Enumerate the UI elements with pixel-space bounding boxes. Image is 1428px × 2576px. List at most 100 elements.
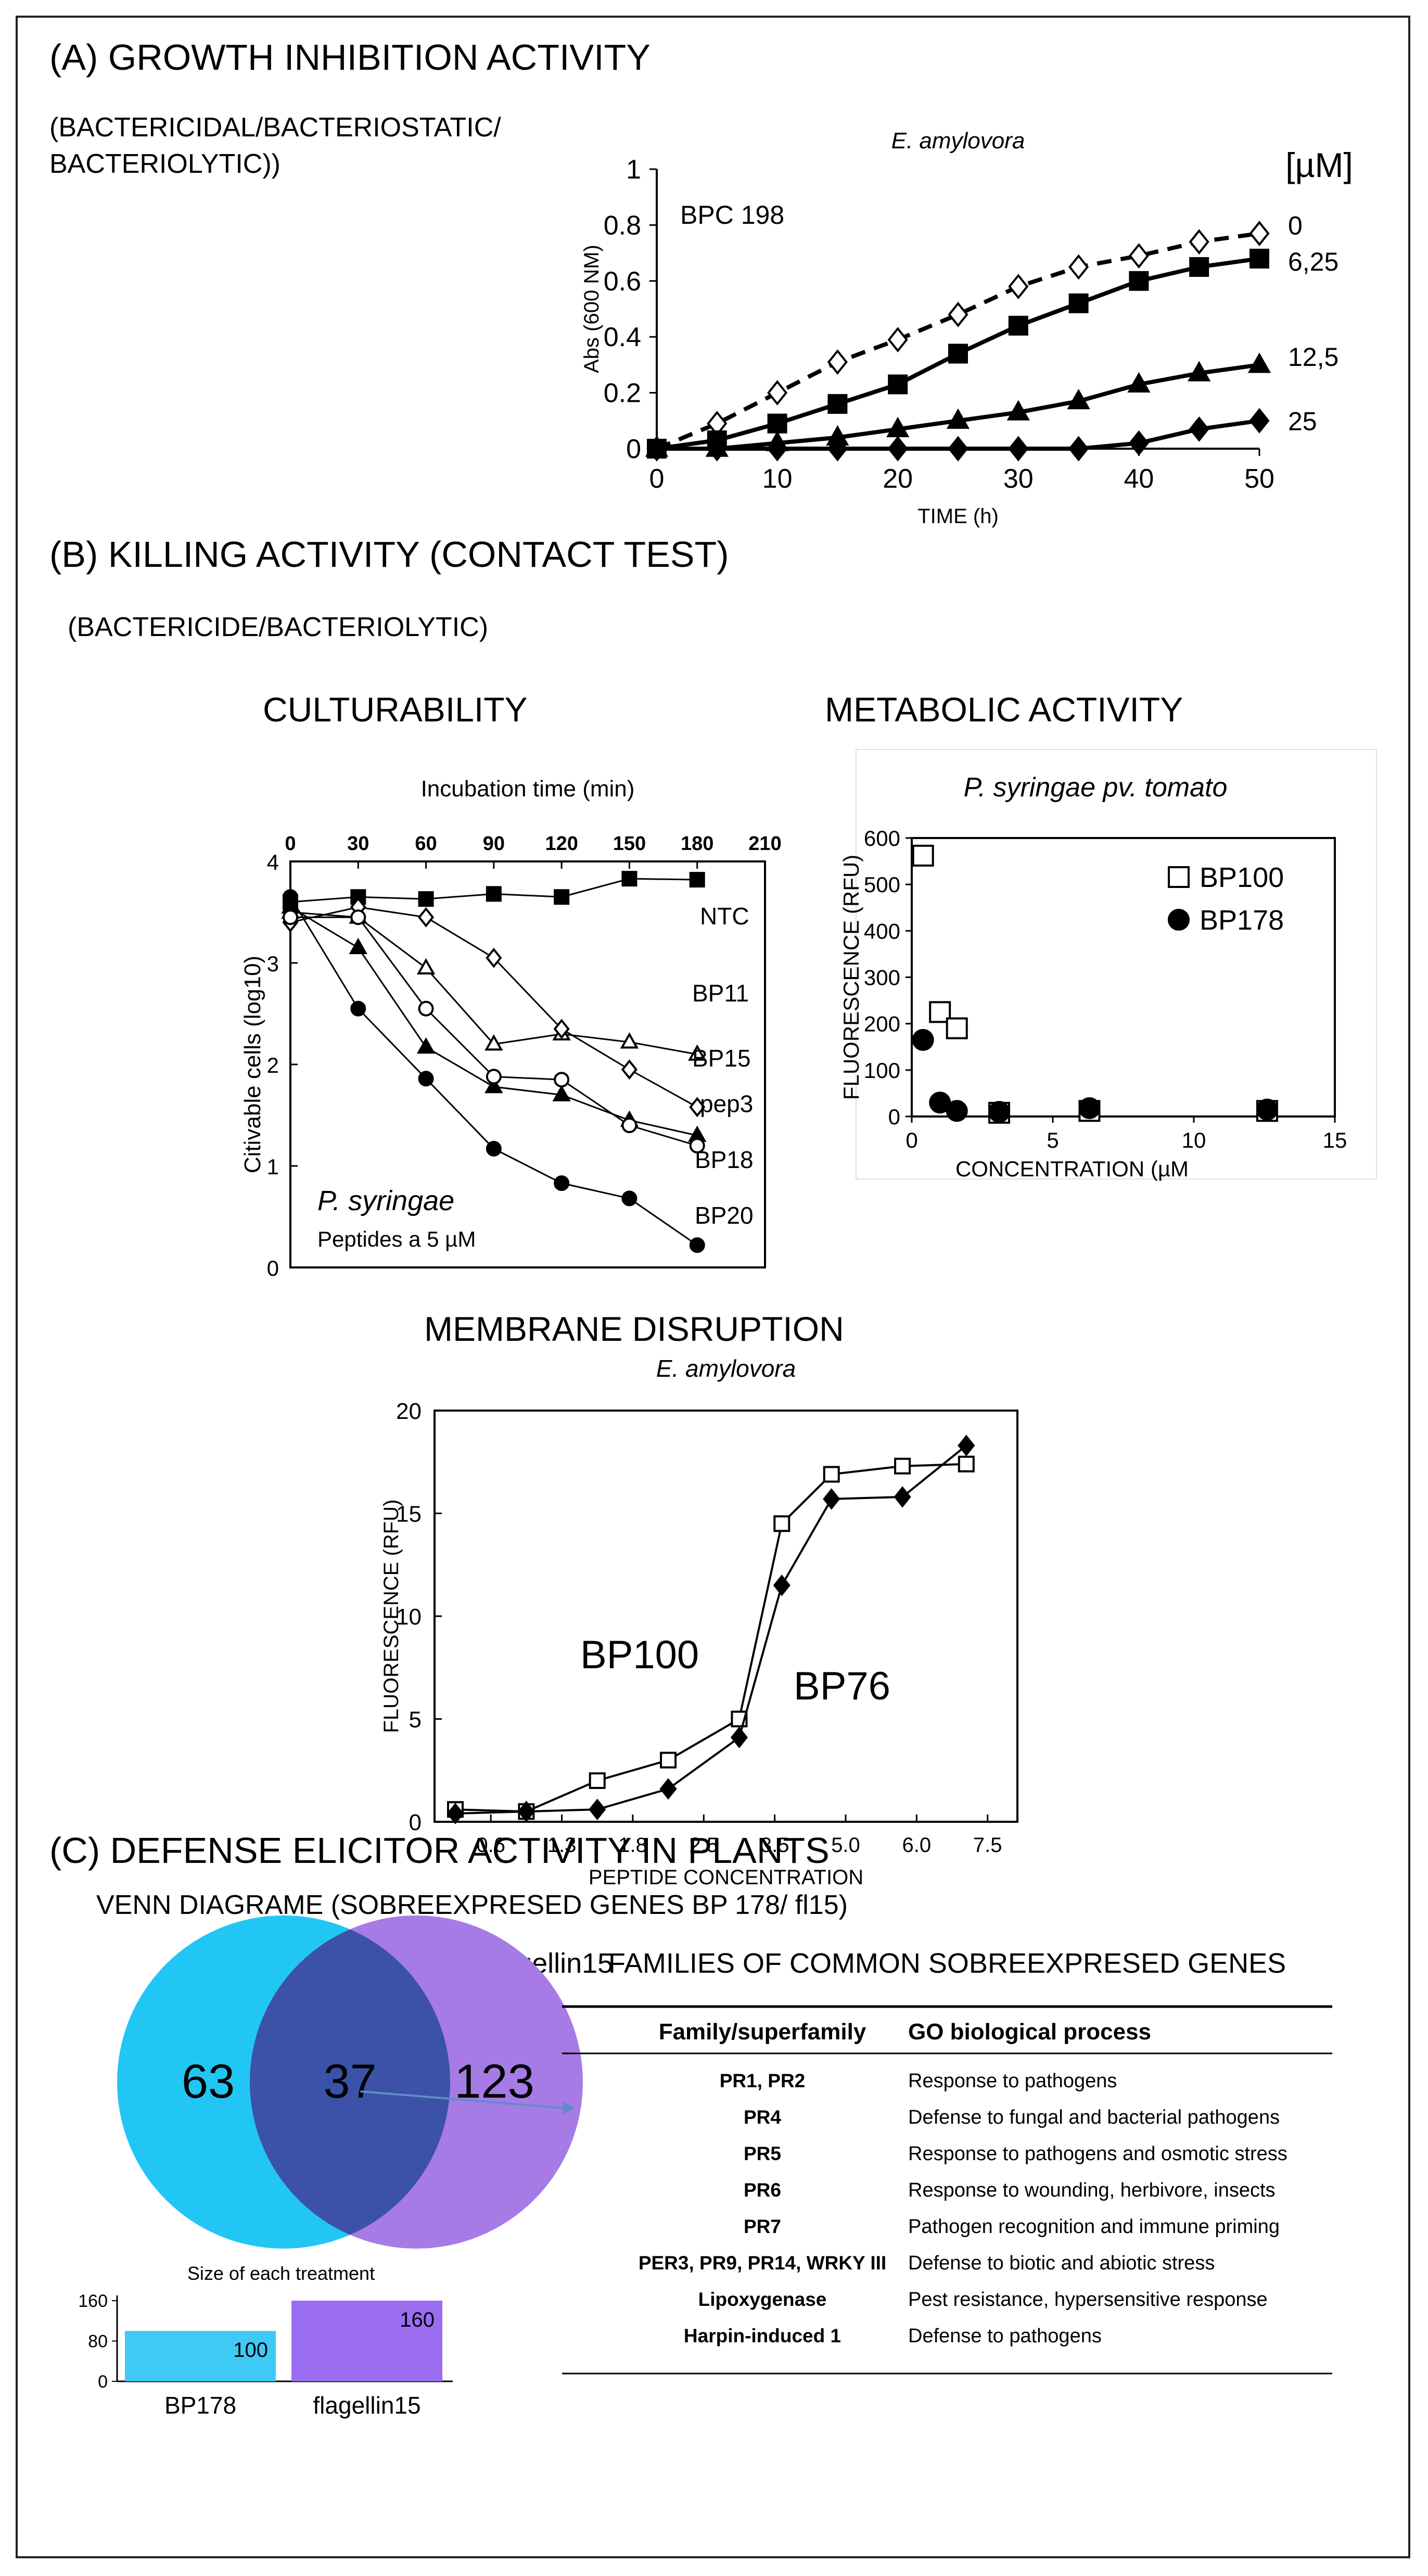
membrane-x-tick-label: 0.6 [476, 1834, 505, 1857]
metabolic-point [912, 1029, 934, 1051]
membrane-x-tick-label: 1.8 [618, 1834, 647, 1857]
growth-point [1249, 408, 1270, 434]
culturability-x-tick-label: 120 [545, 833, 578, 855]
membrane-point [773, 1515, 790, 1532]
venn-overlap-region [250, 1929, 450, 2235]
growth-point [767, 436, 788, 462]
metabolic-y-tick-label: 600 [864, 826, 900, 851]
growth-series-label: 25 [1288, 407, 1317, 436]
metabolic-legend-label: BP178 [1200, 905, 1284, 936]
growth-y-tick-label: 0.6 [604, 267, 641, 297]
metabolic-y-axis-label: FLUORESCENCE (RFU) [839, 855, 863, 1100]
culturability-point [484, 1076, 503, 1094]
culturability-y-tick-label: 4 [267, 850, 279, 874]
culturability-point [418, 1071, 434, 1087]
growth-x-tick-label: 50 [1244, 464, 1274, 494]
membrane-point [589, 1798, 606, 1821]
culturability-point [553, 1019, 570, 1039]
metabolic-y-tick-label: 200 [864, 1012, 900, 1036]
growth-point [1249, 221, 1270, 246]
growth-y-axis-label: Abs (600 NM) [580, 245, 603, 373]
table-cell-process: Pest resistance, hypersensitive response [908, 2289, 1268, 2311]
culturability-series-label: pep3 [700, 1090, 753, 1118]
table-cell-process: Defense to pathogens [908, 2325, 1102, 2347]
culturability-series-line [290, 906, 698, 1136]
metabolic-x-tick-label: 5 [1047, 1128, 1059, 1152]
table-cell-family: PR6 [744, 2179, 781, 2201]
section-a-subtitle-line1: (BACTERICIDAL/BACTERIOSTATIC/ [49, 112, 501, 143]
membrane-x-tick-label: 2.5 [689, 1834, 718, 1857]
membrane-title: E. amylovora [656, 1355, 796, 1382]
growth-point [827, 436, 848, 462]
table-cell-process: Pathogen recognition and immune priming [908, 2216, 1280, 2238]
culturability-point [418, 1000, 434, 1017]
metabolic-point [912, 844, 934, 867]
table-cell-family: PR7 [744, 2216, 781, 2237]
culturability-x-tick-label: 150 [613, 833, 646, 855]
bar-y-tick-label: 160 [78, 2291, 108, 2311]
bar-title: Size of each treatment [187, 2263, 375, 2284]
metabolic-point [988, 1101, 1011, 1123]
growth-x-tick-label: 40 [1124, 464, 1154, 494]
culturability-point [687, 1044, 707, 1061]
culturability-x-tick-label: 60 [415, 833, 437, 855]
growth-point [1250, 248, 1269, 269]
growth-y-tick-label: 0.8 [604, 210, 641, 240]
growth-annotation: BPC 198 [680, 200, 784, 230]
culturability-y-axis-label: Citivable cells (log10) [240, 956, 265, 1173]
venn-connector-arrow [563, 2102, 575, 2114]
culturability-point [283, 889, 298, 905]
bar-mark [291, 2301, 442, 2381]
growth-point [1008, 274, 1029, 299]
membrane-y-axis-label: FLUORESCENCE (RFU) [380, 1500, 403, 1733]
membrane-y-tick-label: 15 [396, 1502, 422, 1527]
growth-unit-label: [µM] [1285, 146, 1353, 184]
culturability-series-label: BP15 [692, 1045, 751, 1072]
culturability-series-label: BP11 [692, 980, 749, 1007]
metabolic-title: P. syringae pv. tomato [964, 772, 1228, 803]
venn-count-overlap: 37 [323, 2055, 376, 2108]
growth-point [1068, 436, 1089, 462]
culturability-x-tick-label: 210 [748, 833, 781, 855]
membrane-point [773, 1575, 790, 1596]
table-header-family: Family/superfamily [659, 2019, 866, 2045]
metabolic-point [946, 1100, 968, 1122]
membrane-x-tick-label: 5.0 [831, 1834, 860, 1857]
growth-y-tick-label: 0.4 [604, 322, 641, 352]
growth-point [1189, 257, 1209, 277]
culturability-point [689, 1138, 705, 1153]
culturability-point [486, 947, 502, 968]
membrane-series-line [455, 1463, 966, 1813]
metabolic-y-tick-label: 0 [888, 1105, 900, 1129]
culturability-point [486, 1140, 502, 1157]
table-header-process: GO biological process [908, 2019, 1151, 2045]
membrane-point [659, 1778, 677, 1800]
growth-point [1128, 243, 1149, 269]
culturability-point [486, 1069, 502, 1085]
metabolic-y-tick-label: 400 [864, 919, 900, 943]
growth-point [1189, 229, 1209, 255]
growth-point [1188, 361, 1211, 382]
section-b-subtitle: (BACTERICIDE/BACTERIOLYTIC) [68, 612, 489, 642]
culturability-point [484, 1034, 503, 1051]
growth-point [948, 436, 968, 462]
growth-x-axis-label: TIME (h) [917, 505, 999, 528]
growth-point [827, 394, 848, 414]
metabolic-title: METABOLIC ACTIVITY [825, 690, 1183, 729]
culturability-point [350, 909, 366, 925]
table-cell-family: PR5 [744, 2143, 781, 2164]
bar-category-label: flagellin15 [313, 2392, 420, 2419]
metabolic-point [1078, 1097, 1101, 1119]
culturability-point [416, 958, 436, 975]
table-cell-family: Lipoxygenase [698, 2289, 827, 2310]
metabolic-legend-marker [1168, 866, 1190, 888]
table-cell-process: Response to pathogens and osmotic stress [908, 2143, 1287, 2165]
growth-x-tick-label: 0 [649, 464, 665, 494]
metabolic-y-tick-label: 300 [864, 966, 900, 990]
membrane-x-tick-label: 6.0 [902, 1834, 932, 1857]
growth-x-tick-label: 10 [762, 464, 793, 494]
culturability-x-tick-label: 0 [285, 833, 296, 855]
culturability-point [283, 909, 298, 925]
growth-point [1247, 352, 1271, 373]
growth-point [1008, 315, 1028, 336]
